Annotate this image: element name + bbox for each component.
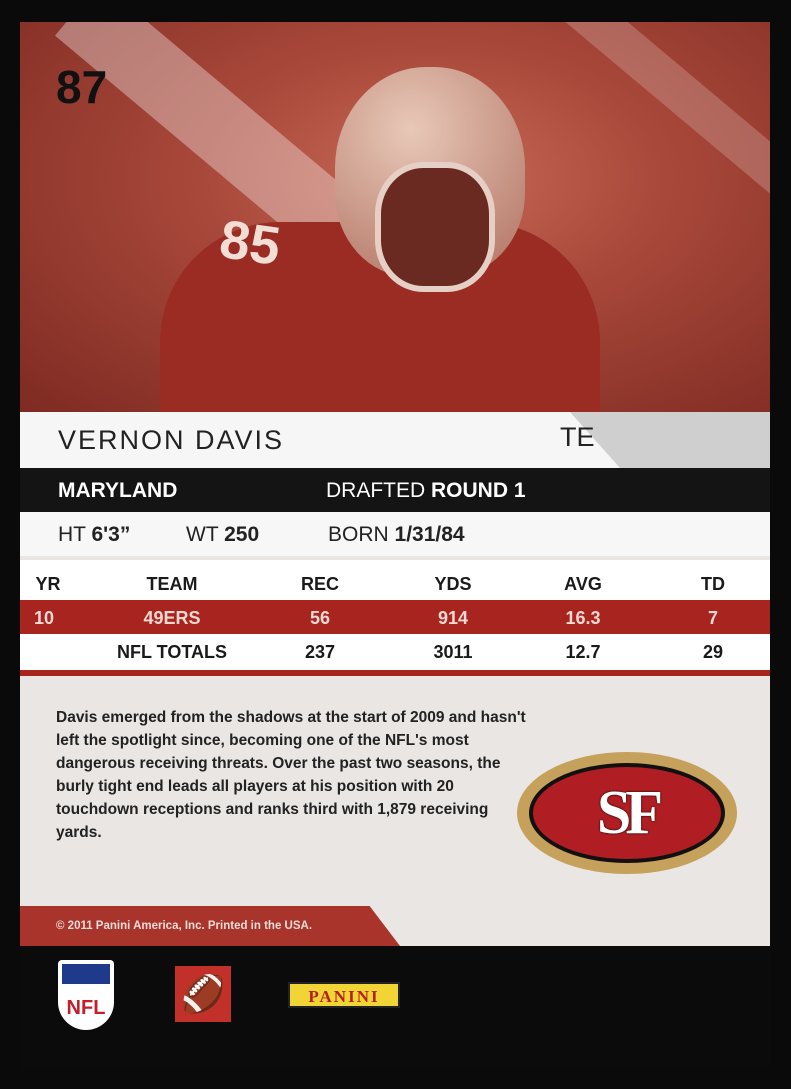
nfl-shield-logo: NFL: [58, 960, 114, 1030]
college: MARYLAND: [58, 479, 178, 502]
cell: 7: [707, 608, 719, 628]
height-label: HT: [58, 523, 86, 546]
player-photo: 85 87: [20, 22, 770, 412]
cell: 49ERS: [143, 608, 201, 628]
cell: 3011: [433, 642, 473, 662]
header-cell: TD: [701, 574, 725, 594]
cell: 16.3: [565, 608, 601, 628]
player-position: TE: [560, 422, 595, 452]
college-draft-bar: MARYLAND DRAFTED ROUND 1: [20, 468, 770, 512]
stats-totals-row: NFL TOTALS 237 3011 12.7 29: [20, 634, 770, 668]
jersey-number: 85: [216, 209, 284, 277]
cell: NFL TOTALS: [117, 642, 227, 662]
card-number: 87: [56, 61, 108, 113]
weight-label: WT: [186, 523, 219, 546]
header-cell: AVG: [564, 574, 602, 594]
nfl-logo-text: NFL: [66, 997, 106, 1019]
height-value: 6'3”: [91, 523, 131, 546]
player-bio: Davis emerged from the shadows at the st…: [56, 709, 526, 841]
player-name: VERNON DAVIS: [58, 425, 285, 455]
weight-value: 250: [224, 523, 260, 546]
bio-info-row: HT 6'3” WT 250 BORN 1/31/84: [20, 512, 770, 556]
stats-team-row: 10 49ERS 56 914 16.3 7: [20, 600, 770, 634]
football-player-icon: 🏈: [175, 966, 231, 1022]
header-cell: YR: [35, 574, 61, 594]
name-bar: [20, 412, 770, 468]
stats-table: YR TEAM REC YDS AVG TD 10 49ERS 56 914 1…: [20, 560, 770, 675]
stats-header-row: YR TEAM REC YDS AVG TD: [20, 566, 770, 600]
trading-card-back: 85 87 VERNON DAVIS TE MARYLAND DRAFTED R…: [20, 22, 770, 1068]
drafted-value: ROUND 1: [431, 479, 526, 502]
born-label: BORN: [328, 523, 389, 546]
cell: 10: [33, 608, 55, 628]
sf-logo-text: SF: [529, 763, 725, 863]
copyright: © 2011 Panini America, Inc. Printed in t…: [56, 920, 313, 932]
drafted-label: DRAFTED: [326, 479, 426, 502]
cell: 56: [309, 608, 331, 628]
cell: 29: [702, 642, 724, 662]
header-cell: TEAM: [146, 574, 198, 594]
cell: 12.7: [565, 642, 601, 662]
born-value: 1/31/84: [394, 523, 465, 546]
header-cell: YDS: [434, 574, 472, 594]
face-mask: [375, 162, 495, 292]
cell: 914: [437, 608, 469, 628]
cell: 237: [304, 642, 336, 662]
divider: [20, 670, 770, 676]
team-logo: SF: [517, 752, 737, 874]
header-cell: REC: [300, 574, 340, 594]
copyright-band: [20, 906, 400, 946]
panini-logo: PANINI: [288, 982, 400, 1008]
